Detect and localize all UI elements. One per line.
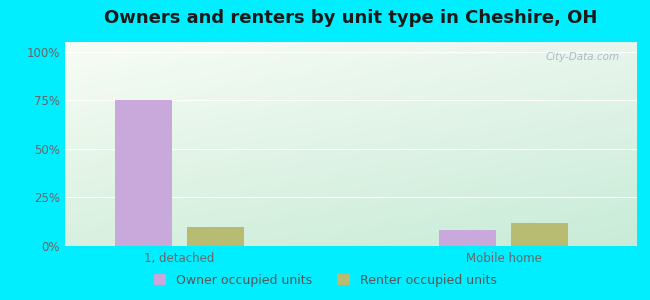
- Bar: [511, 223, 568, 246]
- Text: City-Data.com: City-Data.com: [546, 52, 620, 62]
- Bar: [114, 100, 172, 246]
- Bar: [439, 230, 496, 246]
- Text: Owners and renters by unit type in Cheshire, OH: Owners and renters by unit type in Chesh…: [104, 9, 598, 27]
- Legend: Owner occupied units, Renter occupied units: Owner occupied units, Renter occupied un…: [150, 270, 500, 291]
- Bar: [187, 226, 244, 246]
